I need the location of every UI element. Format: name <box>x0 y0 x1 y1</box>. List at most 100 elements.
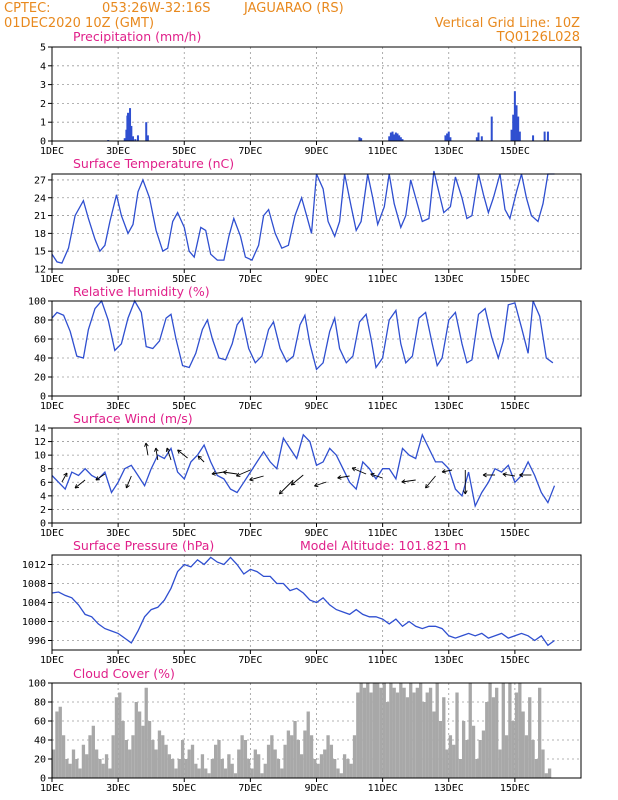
precip-bar <box>449 137 452 141</box>
x-tick-label: 7DEC <box>238 146 262 157</box>
panel-title: Surface Temperature (nC) <box>73 156 234 171</box>
panel-title: Surface Pressure (hPa) <box>73 538 214 553</box>
cloud-cover-bar <box>428 687 433 778</box>
x-tick-label: 9DEC <box>304 783 328 794</box>
y-tick-label: 24 <box>34 193 46 204</box>
cloud-cover-bar <box>204 768 208 778</box>
y-tick-label: 40 <box>34 736 46 747</box>
y-tick-label: 100 <box>28 297 46 308</box>
cloud-cover-bar <box>511 721 515 778</box>
cloud-cover-bar <box>197 768 201 778</box>
wind-arrow <box>519 472 532 478</box>
panel-3: 0 20 40 60 80 100 Relative Humidity (%) 1DEC 3DE… <box>28 284 582 412</box>
cloud-cover-bar <box>174 768 178 778</box>
x-tick-label: 11DEC <box>368 274 398 285</box>
cloud-cover-bar <box>455 692 459 778</box>
cloud-cover-bar <box>538 687 542 778</box>
cloud-cover-bar <box>65 759 69 778</box>
cloud-cover-bar <box>276 759 281 778</box>
precip-bar <box>389 132 392 141</box>
y-tick-label: 996 <box>28 636 46 647</box>
cloud-cover-bar <box>187 749 191 778</box>
precip-bar <box>447 131 450 141</box>
y-tick-label: 14 <box>34 424 46 435</box>
x-tick-label: 13DEC <box>434 528 464 539</box>
x-tick-label: 3DEC <box>106 528 130 539</box>
wind-arrow <box>337 475 350 480</box>
cloud-cover-bar <box>118 692 122 778</box>
wind-arrow <box>502 472 515 477</box>
precip-bar <box>130 125 133 141</box>
cloud-cover-bar <box>465 740 469 778</box>
cloud-cover-bar <box>405 697 410 778</box>
y-tick-label: 2 <box>40 505 46 516</box>
x-tick-label: 13DEC <box>434 655 464 666</box>
cloud-cover-bar <box>290 735 294 778</box>
cloud-cover-bar <box>151 740 155 778</box>
precip-bar <box>136 135 139 141</box>
cloud-cover-bar <box>280 768 284 778</box>
cloud-cover-bar <box>389 683 393 778</box>
wind-arrow <box>290 474 304 486</box>
precip-bar <box>543 131 546 141</box>
precip-bar <box>401 139 404 141</box>
y-tick-label: 0 <box>40 774 46 785</box>
precip-bar <box>391 131 394 141</box>
cloud-cover-bar <box>134 702 138 778</box>
cloud-cover-bar <box>445 749 449 778</box>
cloud-cover-bar <box>68 763 72 778</box>
cloud-cover-bar <box>220 759 224 778</box>
cloud-cover-bar <box>303 730 307 778</box>
cloud-cover-bar <box>349 763 353 778</box>
wind-arrow <box>165 447 172 461</box>
cloud-cover-bar <box>214 744 218 778</box>
cloud-cover-bar <box>495 687 499 778</box>
y-tick-label: 0 <box>40 137 46 148</box>
x-tick-label: 9DEC <box>304 401 328 412</box>
precip-bar <box>396 133 399 141</box>
cloud-cover-bar <box>402 687 406 778</box>
cloud-cover-bar <box>481 730 486 778</box>
cloud-cover-bar <box>323 749 327 778</box>
cloud-cover-bar <box>144 687 148 778</box>
precip-bar <box>512 114 515 141</box>
cloud-cover-bar <box>359 683 363 778</box>
x-tick-label: 7DEC <box>238 655 262 666</box>
wind-arrow <box>144 442 149 456</box>
y-tick-label: 5 <box>40 43 46 54</box>
wind-arrow <box>211 471 224 476</box>
cloud-cover-bar <box>432 711 436 778</box>
wind-arrow <box>95 473 106 481</box>
cloud-cover-bar <box>346 759 350 778</box>
precip-bar <box>532 135 535 141</box>
cloud-cover-bar <box>128 749 132 778</box>
wind-arrow <box>401 479 416 484</box>
precip-bar <box>515 105 518 141</box>
cloud-cover-bar <box>256 754 261 778</box>
cloud-cover-bar <box>55 711 59 778</box>
precip-bar <box>394 132 397 141</box>
y-tick-label: 27 <box>34 175 46 186</box>
y-tick-label: 80 <box>34 698 46 709</box>
precip-bar <box>388 136 391 141</box>
cloud-cover-bar <box>78 768 82 778</box>
panel-6: 0 20 40 60 80 100 Cloud Cover (%) 1DEC 3DEC 5DEC 7… <box>28 666 582 794</box>
cloud-cover-bar <box>121 721 125 778</box>
x-tick-label: 11DEC <box>368 528 398 539</box>
cloud-cover-bar <box>395 692 400 778</box>
series-line <box>51 556 555 647</box>
cloud-cover-bar <box>200 754 205 778</box>
cloud-cover-bar <box>333 759 337 778</box>
cloud-cover-bar <box>266 744 271 778</box>
wind-arrow <box>462 470 468 495</box>
precip-bar <box>358 137 361 141</box>
cloud-cover-bar <box>461 721 466 778</box>
y-tick-label: 1 <box>40 118 46 129</box>
cloud-cover-bar <box>504 735 509 778</box>
x-tick-label: 9DEC <box>304 274 328 285</box>
source-label: CPTEC: <box>4 1 51 16</box>
cloud-cover-bar <box>217 740 221 778</box>
cloud-cover-bar <box>541 749 545 778</box>
cloud-cover-bar <box>306 711 310 778</box>
cloud-cover-bar <box>544 773 548 778</box>
